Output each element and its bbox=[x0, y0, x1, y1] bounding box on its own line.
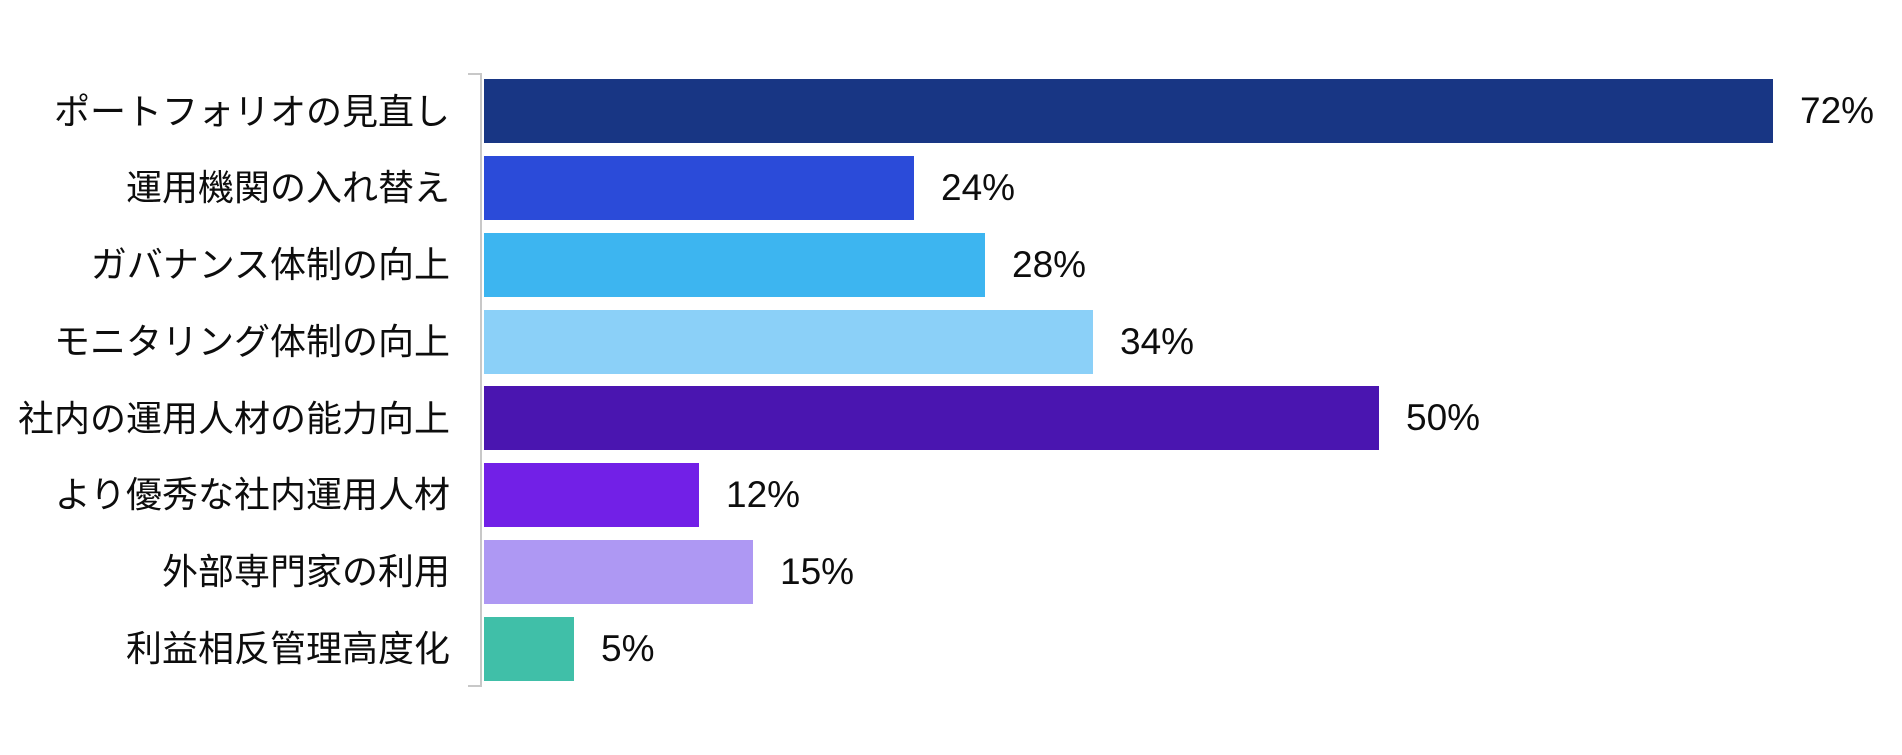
bar-row: 社内の運用人材の能力向上 50% bbox=[0, 380, 1902, 457]
category-label: モニタリング体制の向上 bbox=[53, 320, 450, 362]
bar-row: ポートフォリオの見直し 72% bbox=[0, 73, 1902, 150]
value-label: 72% bbox=[1800, 90, 1875, 132]
bar-row: 外部専門家の利用 15% bbox=[0, 534, 1902, 611]
value-label: 34% bbox=[1120, 320, 1195, 362]
bar-track: 12% bbox=[482, 457, 1902, 534]
bar-track: 28% bbox=[482, 227, 1902, 304]
bar-row: モニタリング体制の向上 34% bbox=[0, 303, 1902, 380]
bar bbox=[484, 539, 753, 604]
bar bbox=[484, 156, 914, 221]
bar bbox=[484, 79, 1773, 144]
bar bbox=[484, 232, 985, 297]
bar-track: 72% bbox=[482, 73, 1902, 150]
category-label: ガバナンス体制の向上 bbox=[90, 244, 450, 286]
bar bbox=[484, 309, 1093, 374]
bar bbox=[484, 463, 699, 528]
chart-rows: ポートフォリオの見直し 72% 運用機関の入れ替え 24% ガバナンス体制の向上… bbox=[0, 73, 1902, 687]
category-label: より優秀な社内運用人材 bbox=[54, 474, 450, 516]
bar-row: より優秀な社内運用人材 12% bbox=[0, 457, 1902, 534]
category-label: 利益相反管理高度化 bbox=[125, 627, 450, 669]
bar-track: 24% bbox=[482, 150, 1902, 227]
value-label: 28% bbox=[1012, 243, 1087, 285]
bar-row: 運用機関の入れ替え 24% bbox=[0, 150, 1902, 227]
y-axis-line bbox=[468, 73, 482, 687]
bar bbox=[484, 386, 1379, 451]
bar-track: 50% bbox=[482, 380, 1902, 457]
category-label: 運用機関の入れ替え bbox=[125, 167, 450, 209]
value-label: 24% bbox=[941, 167, 1016, 209]
bar bbox=[484, 616, 574, 681]
value-label: 5% bbox=[601, 627, 655, 669]
bar-track: 34% bbox=[482, 303, 1902, 380]
category-label: 外部専門家の利用 bbox=[161, 551, 450, 593]
bar-track: 5% bbox=[482, 610, 1902, 687]
category-label: 社内の運用人材の能力向上 bbox=[17, 397, 450, 439]
value-label: 15% bbox=[780, 550, 855, 592]
bar-row: 利益相反管理高度化 5% bbox=[0, 610, 1902, 687]
value-label: 12% bbox=[726, 474, 801, 516]
bar-row: ガバナンス体制の向上 28% bbox=[0, 227, 1902, 304]
value-label: 50% bbox=[1406, 397, 1481, 439]
category-label: ポートフォリオの見直し bbox=[53, 90, 450, 132]
bar-track: 15% bbox=[482, 534, 1902, 611]
